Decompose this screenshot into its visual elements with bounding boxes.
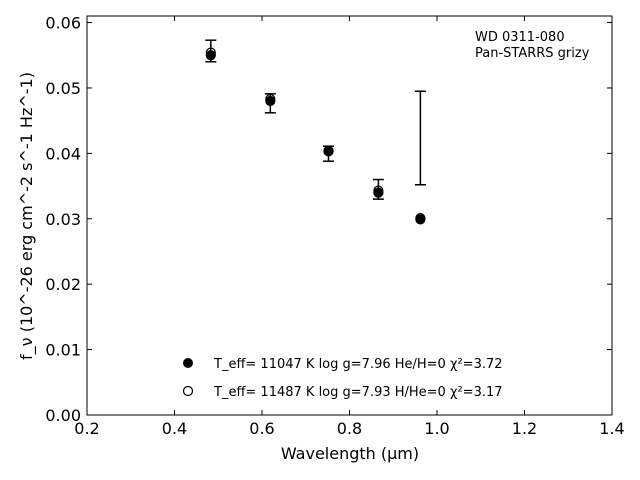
plot-frame (86, 15, 613, 416)
point-open (205, 47, 216, 58)
error-bars (205, 39, 426, 200)
point-filled (265, 95, 276, 107)
y-tick-label: 0.02 (45, 275, 81, 294)
point-filled (205, 50, 216, 61)
y-tick-label: 0.05 (45, 79, 81, 98)
point-open (265, 93, 276, 105)
legend-marker-open (182, 385, 194, 397)
y-axis-label: f_ν (10^-26 erg cm^-2 s^-1 Hz^-1) (17, 72, 37, 360)
x-tick-label: 1.0 (424, 419, 449, 438)
legend-label-dahhe: T_eff= 11487 K log g=7.93 H/He=0 χ²=3.17 (213, 385, 503, 400)
x-tick-label: 0.6 (249, 419, 274, 438)
point-open (415, 213, 426, 224)
x-tick-label: 1.4 (599, 419, 624, 438)
data-points (205, 47, 426, 225)
x-tick-label: 1.2 (512, 419, 537, 438)
annotation-survey: Pan-STARRS grizy (475, 46, 590, 61)
y-tick-label: 0.03 (45, 210, 81, 229)
annotation-object: WD 0311-080 (475, 30, 565, 45)
legend: T_eff= 11047 K log g=7.96 He/H=0 χ²=3.72… (182, 357, 503, 400)
x-axis-label: Wavelength (μm) (281, 444, 419, 463)
axis-ticks: 0.2 0.4 0.6 0.8 1.0 1.2 1.4 0.00 0.01 0.02 0.03 0.0… (45, 14, 624, 438)
y-tick-label: 0.01 (45, 341, 81, 360)
x-tick-label: 0.8 (337, 419, 362, 438)
y-tick-label: 0.06 (45, 14, 81, 33)
point-open (373, 185, 384, 196)
x-tick-label: 0.2 (74, 419, 99, 438)
legend-marker-filled (183, 358, 193, 368)
point-filled (373, 187, 384, 198)
y-tick-label: 0.00 (45, 406, 81, 425)
point-open (323, 145, 334, 156)
y-tick-label: 0.04 (45, 144, 81, 163)
error-bar (414, 90, 426, 186)
legend-label-dahe: T_eff= 11047 K log g=7.96 He/H=0 χ²=3.72 (213, 357, 503, 372)
x-tick-label: 0.4 (162, 419, 187, 438)
